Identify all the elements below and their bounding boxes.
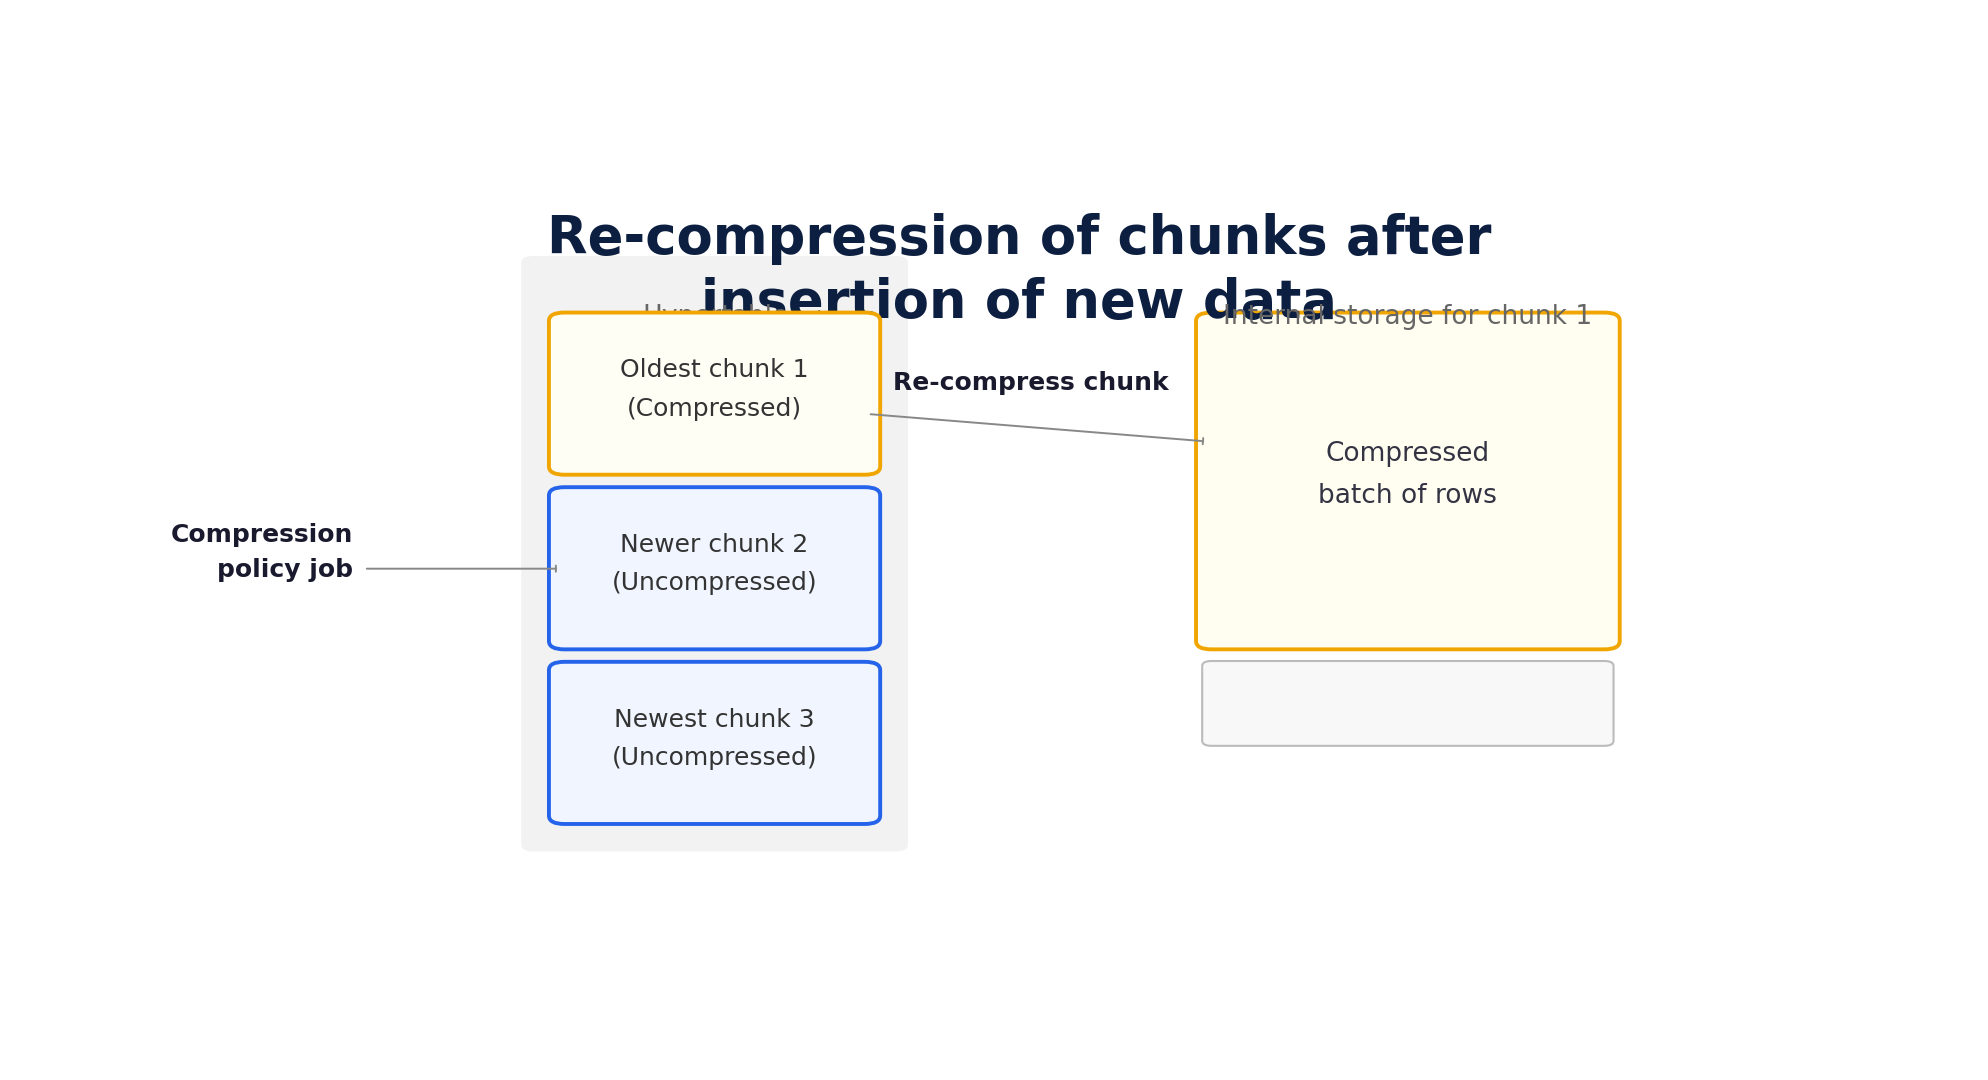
FancyBboxPatch shape [521, 256, 909, 851]
Text: Compressed: Compressed [1326, 442, 1489, 468]
Text: Re-compression of chunks after
insertion of new data: Re-compression of chunks after insertion… [547, 213, 1491, 329]
Text: policy job: policy job [217, 558, 354, 582]
FancyBboxPatch shape [549, 487, 881, 649]
Text: (Uncompressed): (Uncompressed) [612, 571, 817, 595]
Text: (Uncompressed): (Uncompressed) [612, 746, 817, 770]
Text: batch of rows: batch of rows [1318, 483, 1497, 509]
FancyBboxPatch shape [549, 662, 881, 824]
FancyBboxPatch shape [549, 312, 881, 475]
FancyBboxPatch shape [1197, 312, 1620, 649]
Text: Hypertable: Hypertable [642, 303, 789, 329]
Text: Compression: Compression [171, 524, 354, 548]
FancyBboxPatch shape [1203, 661, 1614, 746]
Text: Newer chunk 2: Newer chunk 2 [620, 534, 809, 557]
Text: Internal storage for chunk 1: Internal storage for chunk 1 [1223, 303, 1592, 329]
Text: Oldest chunk 1: Oldest chunk 1 [620, 359, 809, 382]
Text: Re-compress chunk: Re-compress chunk [893, 372, 1169, 395]
Text: Newest chunk 3: Newest chunk 3 [614, 707, 815, 731]
Text: (Compressed): (Compressed) [626, 396, 801, 420]
